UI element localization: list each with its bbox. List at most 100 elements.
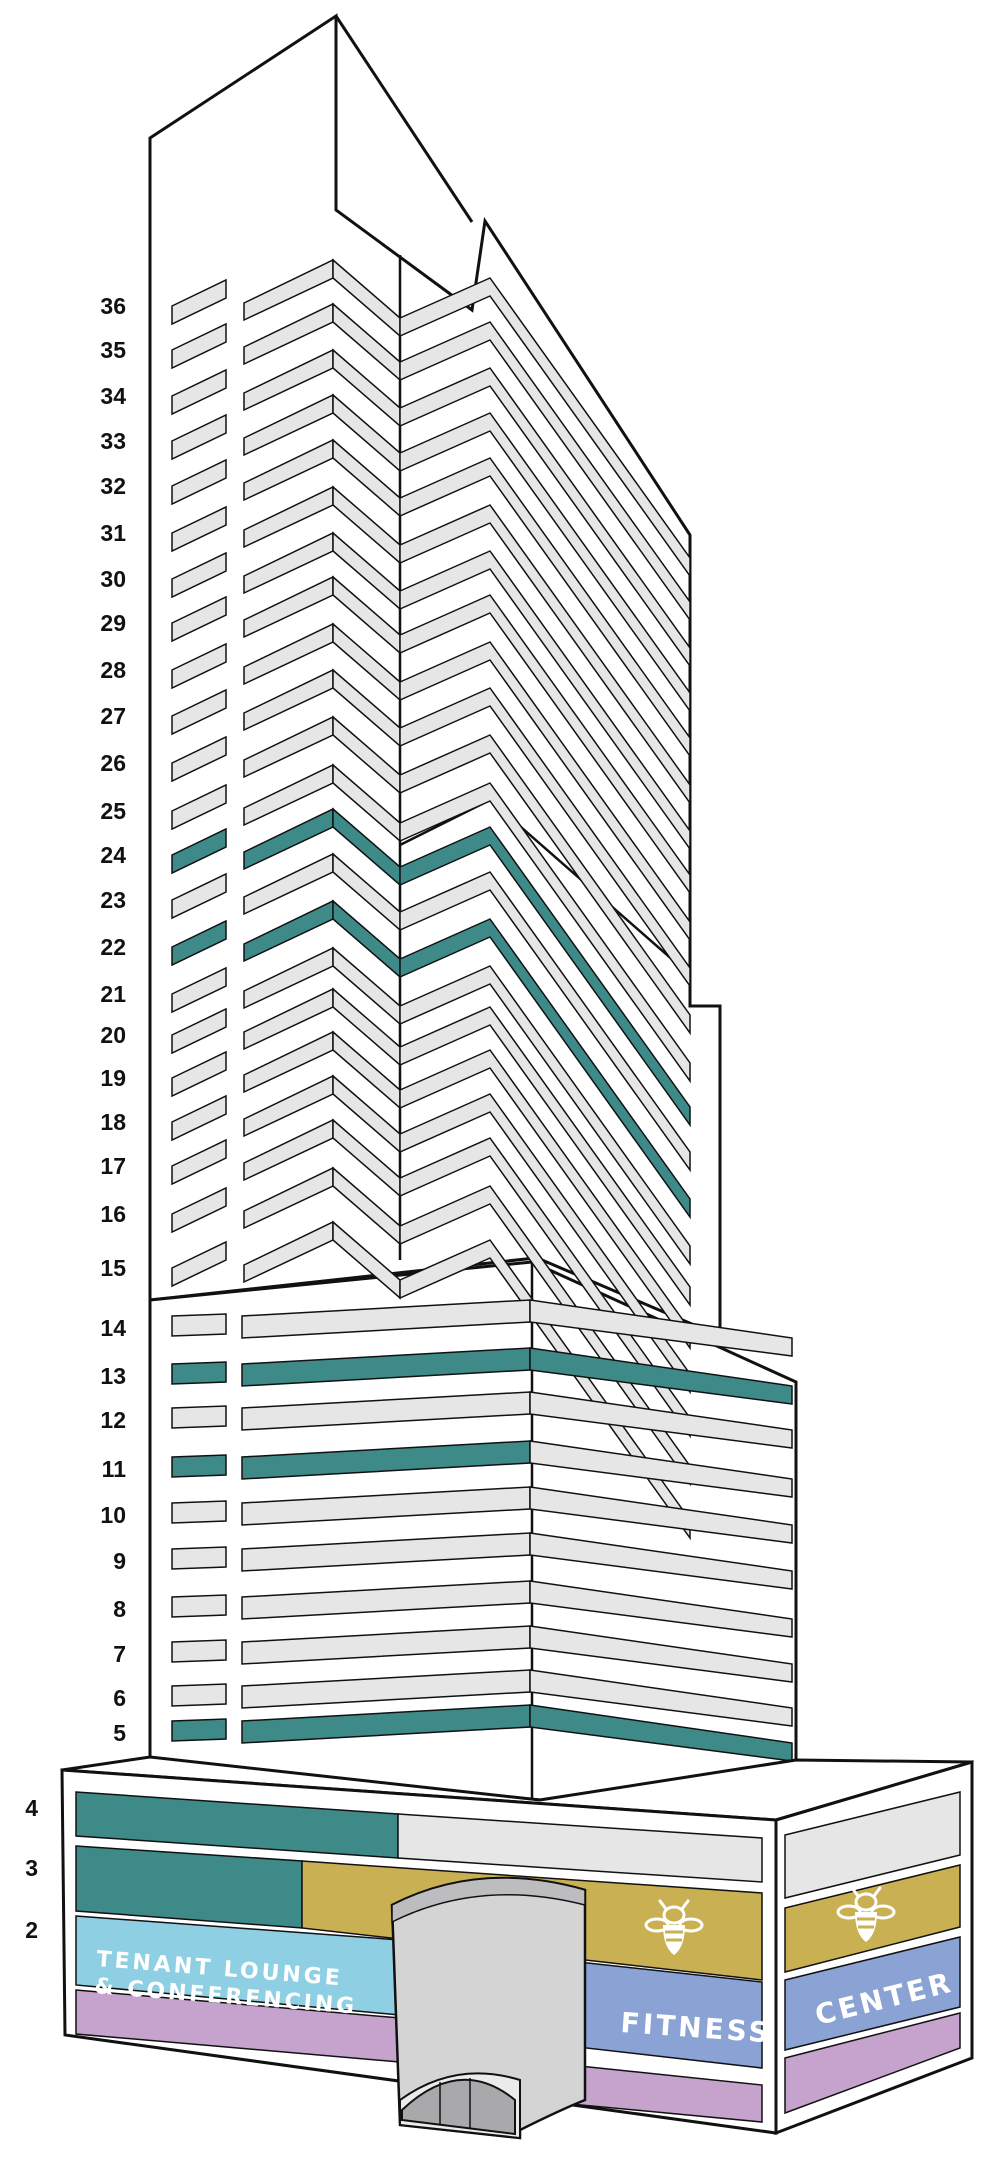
floor-label-20: 20 xyxy=(100,1022,126,1048)
floor-label-33: 33 xyxy=(100,428,126,454)
floor-14-west-window[interactable] xyxy=(171,1313,227,1337)
floor-30-band-east[interactable] xyxy=(399,550,691,852)
floor-36-west-window[interactable] xyxy=(171,278,227,326)
floor-label-5: 5 xyxy=(113,1720,126,1746)
floor-label-13: 13 xyxy=(100,1363,126,1389)
floor-label-18: 18 xyxy=(100,1109,126,1135)
floor-24-band-east[interactable] xyxy=(399,826,691,1128)
podium-side-center-band[interactable] xyxy=(784,1936,961,2051)
floor-28-west-window[interactable] xyxy=(171,642,227,690)
tower-ridge-line xyxy=(334,15,474,223)
floor-31-band-east[interactable] xyxy=(399,504,691,806)
floor-7-west-window[interactable] xyxy=(171,1639,227,1663)
floor-10-west-window[interactable] xyxy=(171,1500,227,1524)
floor-label-24: 24 xyxy=(100,842,126,868)
bee-icon xyxy=(644,1899,704,1955)
floor-label-14: 14 xyxy=(100,1315,126,1341)
floor-33-west-window[interactable] xyxy=(171,413,227,461)
podium-floor-4-band[interactable] xyxy=(397,1813,763,1883)
floor-label-4: 4 xyxy=(25,1795,38,1821)
floor-9-west-window[interactable] xyxy=(171,1546,227,1570)
floor-label-6: 6 xyxy=(113,1685,126,1711)
floor-label-22: 22 xyxy=(100,934,126,960)
podium-side-ground-band xyxy=(784,2012,961,2115)
floor-30-west-window[interactable] xyxy=(171,551,227,599)
floor-11-band-east[interactable] xyxy=(529,1440,793,1498)
floor-label-16: 16 xyxy=(100,1201,126,1227)
floor-label-32: 32 xyxy=(100,473,126,499)
floor-34-band-east[interactable] xyxy=(399,367,691,669)
floor-label-15: 15 xyxy=(100,1255,126,1281)
floor-label-28: 28 xyxy=(100,657,126,683)
floor-label-9: 9 xyxy=(113,1548,126,1574)
floor-25-band-east[interactable] xyxy=(399,782,691,1084)
floor-12-band-east[interactable] xyxy=(529,1391,793,1449)
floor-label-34: 34 xyxy=(100,383,126,409)
floor-29-band-east[interactable] xyxy=(399,594,691,896)
floor-15-west-window[interactable] xyxy=(171,1240,227,1288)
floor-25-west-window[interactable] xyxy=(171,783,227,831)
floor-6-west-window[interactable] xyxy=(171,1683,227,1707)
floor-21-west-window[interactable] xyxy=(171,966,227,1014)
floor-23-band-east[interactable] xyxy=(399,871,691,1173)
floor-9-band-east[interactable] xyxy=(529,1532,793,1590)
floor-31-west-window[interactable] xyxy=(171,505,227,553)
floor-label-17: 17 xyxy=(100,1153,126,1179)
floor-19-band-east[interactable] xyxy=(399,1049,691,1351)
floor-21-band-east[interactable] xyxy=(399,965,691,1267)
floor-35-west-window[interactable] xyxy=(171,322,227,370)
floor-label-11: 11 xyxy=(102,1456,127,1482)
floor-24-west-window[interactable] xyxy=(171,827,227,875)
floor-13-west-window[interactable] xyxy=(171,1361,227,1385)
floor-10-band-east[interactable] xyxy=(529,1486,793,1544)
floor-label-8: 8 xyxy=(113,1596,126,1622)
floor-label-12: 12 xyxy=(100,1407,126,1433)
floor-22-west-window[interactable] xyxy=(171,919,227,967)
floor-8-band-east[interactable] xyxy=(529,1580,793,1638)
floor-12-west-window[interactable] xyxy=(171,1405,227,1429)
floor-35-band-east[interactable] xyxy=(399,321,691,623)
floor-34-west-window[interactable] xyxy=(171,368,227,416)
floor-17-band-east[interactable] xyxy=(399,1137,691,1439)
floor-15-band-east[interactable] xyxy=(399,1239,691,1541)
floor-label-30: 30 xyxy=(100,566,126,592)
floor-label-27: 27 xyxy=(100,703,126,729)
floor-6-band-east[interactable] xyxy=(529,1669,793,1727)
floor-27-band-east[interactable] xyxy=(399,687,691,989)
floor-7-band-east[interactable] xyxy=(529,1625,793,1683)
floor-label-3: 3 xyxy=(25,1855,38,1881)
floor-17-west-window[interactable] xyxy=(171,1138,227,1186)
podium-side-floor-4-band[interactable] xyxy=(784,1791,961,1899)
floor-19-west-window[interactable] xyxy=(171,1050,227,1098)
floor-16-west-window[interactable] xyxy=(171,1186,227,1234)
floor-28-band-east[interactable] xyxy=(399,641,691,943)
floor-13-band-east[interactable] xyxy=(529,1347,793,1405)
floor-22-band-east[interactable] xyxy=(399,918,691,1220)
floor-11-west-window[interactable] xyxy=(171,1454,227,1478)
floor-32-band-east[interactable] xyxy=(399,457,691,759)
floor-26-west-window[interactable] xyxy=(171,735,227,783)
floor-32-west-window[interactable] xyxy=(171,458,227,506)
floor-20-band-east[interactable] xyxy=(399,1006,691,1308)
floor-label-26: 26 xyxy=(100,750,126,776)
bee-icon xyxy=(836,1886,896,1942)
floor-36-band-east[interactable] xyxy=(399,277,691,579)
entrance-pavilion[interactable] xyxy=(390,1876,587,2140)
floor-5-west-window[interactable] xyxy=(171,1718,227,1742)
floor-14-band-east[interactable] xyxy=(529,1299,793,1357)
floor-33-band-east[interactable] xyxy=(399,412,691,714)
floor-23-west-window[interactable] xyxy=(171,872,227,920)
floor-8-west-window[interactable] xyxy=(171,1594,227,1618)
floor-27-west-window[interactable] xyxy=(171,688,227,736)
floor-label-7: 7 xyxy=(113,1641,126,1667)
floor-20-west-window[interactable] xyxy=(171,1007,227,1055)
floor-26-band-east[interactable] xyxy=(399,734,691,1036)
midrise-floor-bands xyxy=(171,1299,793,1762)
floor-29-west-window[interactable] xyxy=(171,595,227,643)
tower-floor-bands xyxy=(171,258,691,1541)
floor-label-19: 19 xyxy=(100,1065,126,1091)
floor-18-west-window[interactable] xyxy=(171,1094,227,1142)
floor-18-band-east[interactable] xyxy=(399,1093,691,1395)
